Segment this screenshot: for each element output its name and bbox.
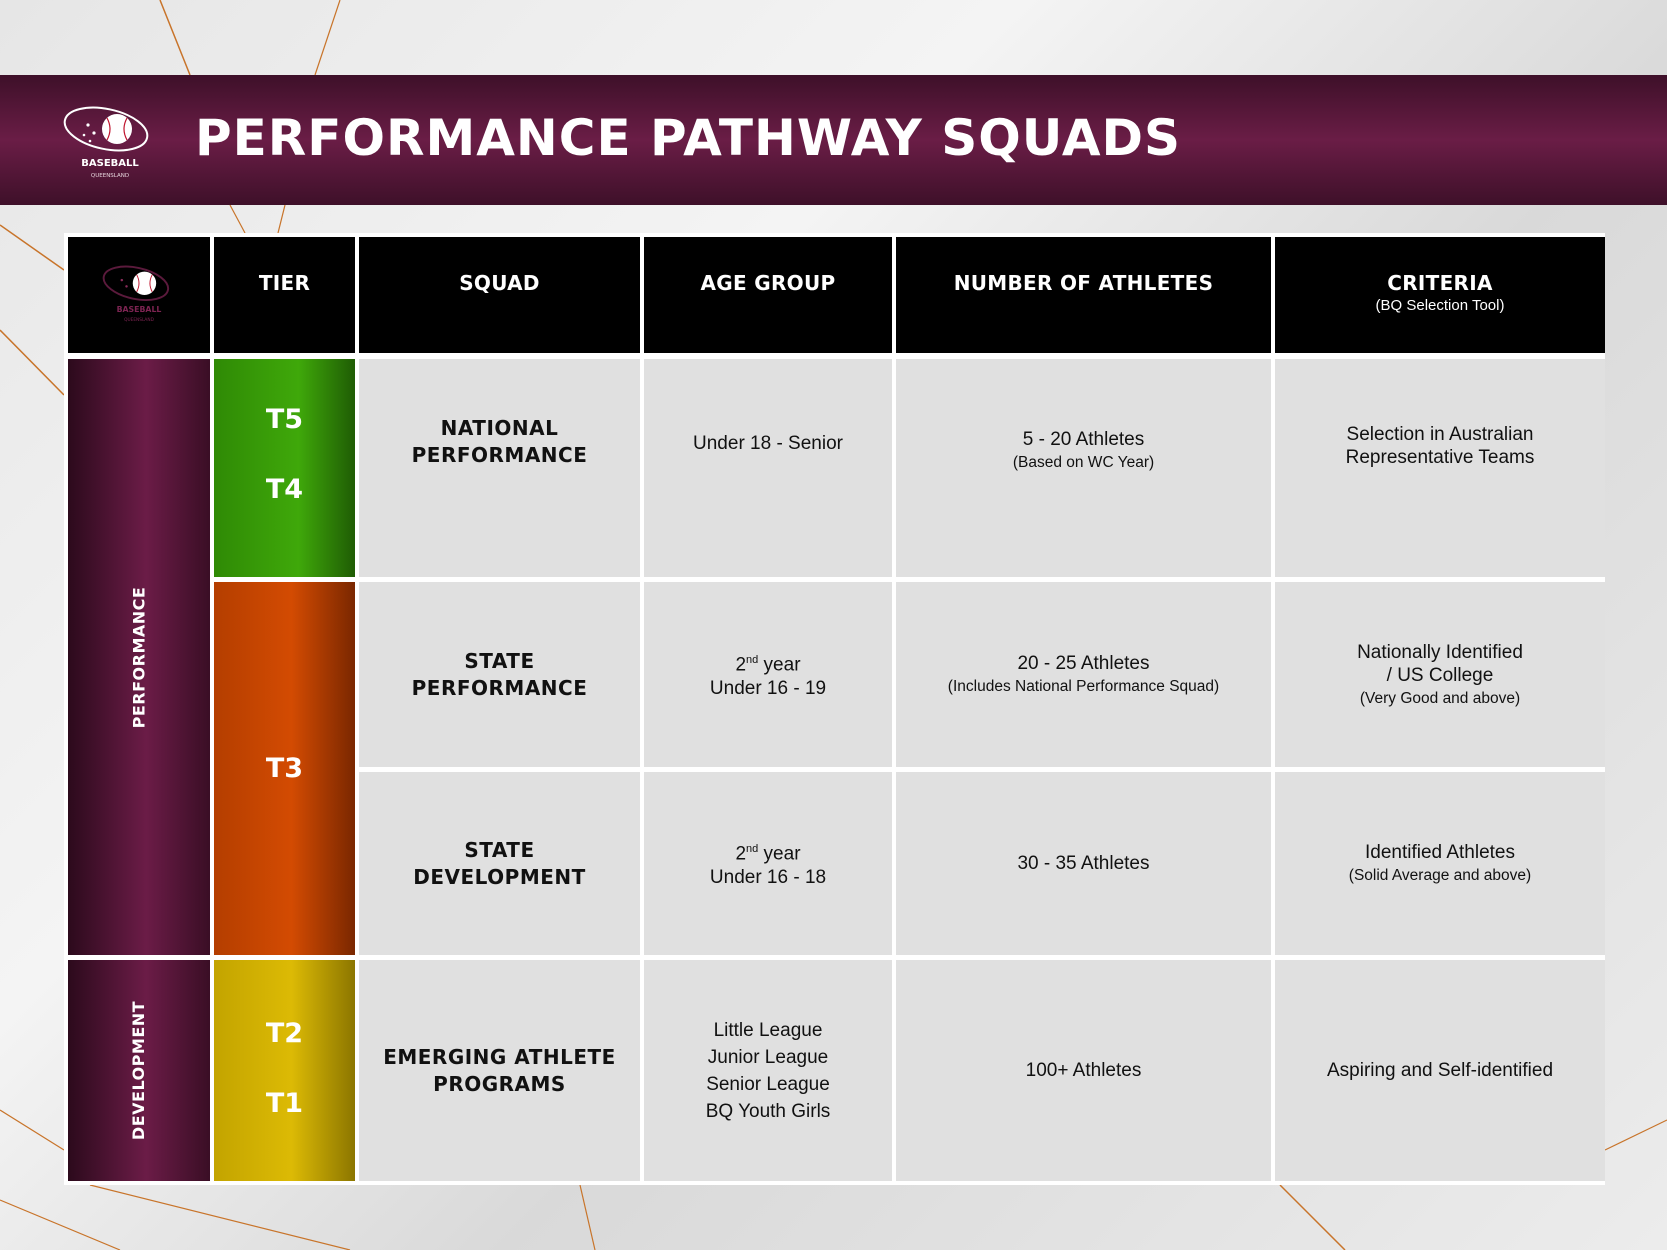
- page-title: PERFORMANCE PATHWAY SQUADS: [195, 109, 1182, 167]
- row-emerging-squad: EMERGING ATHLETE PROGRAMS: [359, 960, 640, 1181]
- category-development: DEVELOPMENT: [68, 960, 210, 1181]
- tier-block-t3: T3: [214, 582, 355, 955]
- list-item: BQ Youth Girls: [705, 1100, 831, 1122]
- tier-block-t2-t1: T2 T1: [214, 960, 355, 1181]
- row-state-development-criteria: Identified Athletes (Solid Average and a…: [1275, 772, 1605, 955]
- row-state-performance-age: 2nd year Under 16 - 19: [644, 582, 892, 767]
- baseball-queensland-logo: BASEBALL QUEENSLAND: [63, 106, 149, 179]
- pathway-table: BASEBALL QUEENSLAND TIER SQUAD AGE GROUP…: [64, 233, 1605, 1185]
- svg-text:BASEBALL: BASEBALL: [81, 158, 139, 169]
- svg-text:QUEENSLAND: QUEENSLAND: [124, 317, 154, 323]
- row-national-criteria: Selection in Australian Representative T…: [1275, 359, 1605, 577]
- tier-label-t4: T4: [265, 474, 304, 505]
- row-national-age: Under 18 - Senior: [644, 359, 892, 577]
- row-emerging-criteria: Aspiring and Self-identified: [1275, 960, 1605, 1181]
- row-state-performance-criteria: Nationally Identified / US College (Very…: [1275, 582, 1605, 767]
- row-state-development-squad: STATE DEVELOPMENT: [359, 772, 640, 955]
- tier-block-t5-t4: T5 T4: [214, 359, 355, 577]
- header-tier: TIER: [214, 237, 355, 353]
- header-logo-cell: BASEBALL QUEENSLAND: [68, 237, 210, 353]
- row-national-squad: NATIONAL PERFORMANCE: [359, 359, 640, 577]
- tier-label-t1: T1: [265, 1088, 304, 1119]
- title-banner: BASEBALL QUEENSLAND PERFORMANCE PATHWAY …: [0, 75, 1667, 205]
- header-age-group: AGE GROUP: [644, 237, 892, 353]
- row-state-performance-athletes: 20 - 25 Athletes (Includes National Perf…: [896, 582, 1271, 767]
- row-emerging-age: Little League Junior League Senior Leagu…: [644, 960, 892, 1181]
- header-criteria: CRITERIA (BQ Selection Tool): [1275, 237, 1605, 353]
- svg-text:BASEBALL: BASEBALL: [117, 305, 162, 314]
- tier-label-t5: T5: [265, 404, 304, 435]
- row-state-development-athletes: 30 - 35 Athletes: [896, 772, 1271, 955]
- svg-text:QUEENSLAND: QUEENSLAND: [91, 173, 129, 179]
- list-item: Junior League: [707, 1046, 829, 1068]
- list-item: Little League: [713, 1019, 823, 1041]
- row-state-development-age: 2nd year Under 16 - 18: [644, 772, 892, 955]
- header-number-of-athletes: NUMBER OF ATHLETES: [896, 237, 1271, 353]
- tier-label-t3: T3: [265, 753, 304, 784]
- tier-label-t2: T2: [265, 1018, 304, 1049]
- baseball-queensland-logo: BASEBALL QUEENSLAND: [102, 265, 170, 323]
- row-state-performance-squad: STATE PERFORMANCE: [359, 582, 640, 767]
- row-emerging-athletes: 100+ Athletes: [896, 960, 1271, 1181]
- category-performance: PERFORMANCE: [68, 359, 210, 955]
- row-national-athletes: 5 - 20 Athletes (Based on WC Year): [896, 359, 1271, 577]
- list-item: Senior League: [706, 1073, 830, 1095]
- header-squad: SQUAD: [359, 237, 640, 353]
